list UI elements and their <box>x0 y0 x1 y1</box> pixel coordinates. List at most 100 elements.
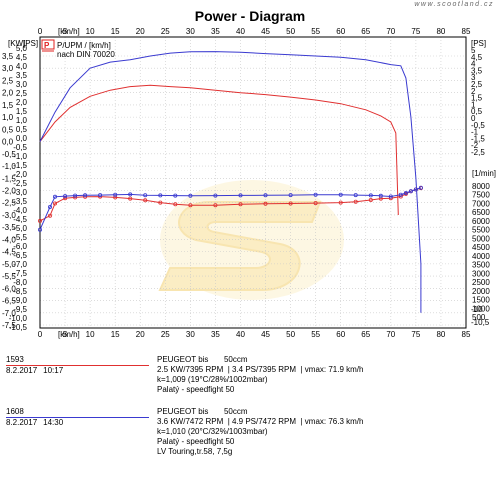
series-point-1608 <box>378 193 383 198</box>
x-axis-label-top: [km/h] <box>58 27 80 36</box>
x-axis-label-bottom: [km/h] <box>58 330 80 339</box>
x-tick-label-top: 80 <box>436 27 445 36</box>
series-line-1608-power <box>39 51 422 313</box>
legend-marker-letter: P <box>44 41 50 50</box>
y-tick-label-ps: -2,5 <box>13 179 27 188</box>
y-tick-label-ps: 3,0 <box>16 80 28 89</box>
x-tick-label-bottom: 50 <box>286 330 295 339</box>
series-point-1608 <box>63 194 68 199</box>
series-point-1593 <box>48 213 53 218</box>
right-tick-label-ps: 0,5 <box>471 107 483 116</box>
series-point-1608 <box>53 194 58 199</box>
series-point-1608 <box>388 194 393 199</box>
x-tick-label-bottom: 5 <box>63 330 68 339</box>
y-tick-label-kw: -3,0 <box>2 211 16 220</box>
y-tick-label-ps: 0,5 <box>16 125 28 134</box>
series-point-1593 <box>263 201 268 206</box>
legend-entry-din: nach DIN 70020 <box>57 50 115 59</box>
y-tick-label-kw: -1,0 <box>2 162 16 171</box>
series-point-1593 <box>378 196 383 201</box>
y-tick-label-ps: 1,5 <box>16 107 28 116</box>
x-tick-label-top: 30 <box>186 27 195 36</box>
right-tick-label-ps: -0,5 <box>471 121 485 130</box>
y-tick-label-ps: -1,5 <box>13 161 27 170</box>
right-tick-label-ps: 4,5 <box>471 53 483 62</box>
x-tick-label-top: 35 <box>211 27 220 36</box>
y-tick-label-kw: -6,5 <box>2 297 16 306</box>
series-point-1608 <box>48 204 53 209</box>
y-tick-label-ps: 0,0 <box>16 134 28 143</box>
series-point-1608 <box>353 193 358 198</box>
series-point-1608 <box>83 193 88 198</box>
scootland-logo-watermark <box>158 180 344 300</box>
x-tick-label-bottom: 85 <box>462 330 471 339</box>
x-tick-label-bottom: 55 <box>311 330 320 339</box>
x-tick-label-top: 10 <box>86 27 95 36</box>
right-tick-label-ps: 3,5 <box>471 66 483 75</box>
right-tick-label-ps: 2,5 <box>471 80 483 89</box>
right-tick-label-ps: -2,5 <box>471 148 485 157</box>
y-axis-label-kw: [KW] <box>8 39 25 48</box>
watermark-text: www.scootland.cz <box>414 1 494 8</box>
series-point-1608 <box>73 193 78 198</box>
series-point-1593 <box>53 201 58 206</box>
series-point-1593 <box>213 203 218 208</box>
series-point-1608 <box>403 190 408 195</box>
y-tick-label-ps: -7,0 <box>13 260 27 269</box>
series-point-1593 <box>143 198 148 203</box>
x-tick-label-top: 20 <box>136 27 145 36</box>
x-tick-label-bottom: 40 <box>236 330 245 339</box>
series-point-1608 <box>143 193 148 198</box>
series-point-1608 <box>98 193 103 198</box>
series-point-1608 <box>413 187 418 192</box>
x-tick-label-top: 70 <box>386 27 395 36</box>
series-point-1593 <box>113 195 118 200</box>
x-tick-label-bottom: 60 <box>336 330 345 339</box>
series-point-1593 <box>368 197 373 202</box>
y-tick-label-kw: -4,5 <box>2 248 16 257</box>
y-tick-label-kw: -1,5 <box>2 174 16 183</box>
series-point-1608 <box>173 193 178 198</box>
x-tick-label-bottom: 0 <box>38 330 43 339</box>
y-tick-label-kw: 3,0 <box>2 64 14 73</box>
x-tick-label-top: 75 <box>411 27 420 36</box>
x-tick-label-bottom: 65 <box>361 330 370 339</box>
x-tick-label-bottom: 45 <box>261 330 270 339</box>
right-tick-label-ps: 0 <box>471 114 476 123</box>
y-tick-label-ps: -3,5 <box>13 197 27 206</box>
right-tick-label-ps: 5 <box>471 46 476 55</box>
series-point-1608 <box>313 192 318 197</box>
y-tick-label-kw: 1,5 <box>2 101 14 110</box>
y-tick-label-kw: -7,5 <box>2 321 16 330</box>
x-tick-label-bottom: 10 <box>86 330 95 339</box>
y-tick-label-ps: -4,5 <box>13 215 27 224</box>
right-tick-label-rpm: 5000 <box>472 234 490 243</box>
series-point-1593 <box>313 201 318 206</box>
right-tick-label-rpm: 3500 <box>472 261 490 270</box>
right-tick-label-ps: 1 <box>471 100 476 109</box>
right-tick-label-rpm: 4500 <box>472 243 490 252</box>
y-tick-label-ps: 2,5 <box>16 89 28 98</box>
y-tick-label-kw: -0,5 <box>2 150 16 159</box>
y-tick-label-kw: -2,5 <box>2 199 16 208</box>
y-tick-label-ps: -5,0 <box>13 224 27 233</box>
chart-legend: P P/UPM / [km/h]nach DIN 70020 <box>41 39 115 59</box>
y-tick-label-kw: 0,5 <box>2 125 14 134</box>
series-point-1593 <box>353 199 358 204</box>
series-point-1593 <box>288 201 293 206</box>
right-tick-label-rpm: 7500 <box>472 191 490 200</box>
axis-layer: 0055101015152020252530303535404045455050… <box>2 27 496 339</box>
legend-entry-pupm: P/UPM / [km/h] <box>57 41 111 50</box>
y-tick-label-ps: -10,5 <box>9 323 28 332</box>
y-tick-label-ps: -1,0 <box>13 152 27 161</box>
series-point-1608 <box>128 192 133 197</box>
series-point-1593 <box>173 202 178 207</box>
series-line-1608-rpm <box>39 187 422 230</box>
right-tick-label-rpm: 5500 <box>472 226 490 235</box>
series-point-1608 <box>418 185 423 190</box>
series-point-1608 <box>238 193 243 198</box>
y-tick-label-ps: -2,0 <box>13 170 27 179</box>
x-tick-label-top: 0 <box>38 27 43 36</box>
y-tick-label-ps: -5,5 <box>13 233 27 242</box>
